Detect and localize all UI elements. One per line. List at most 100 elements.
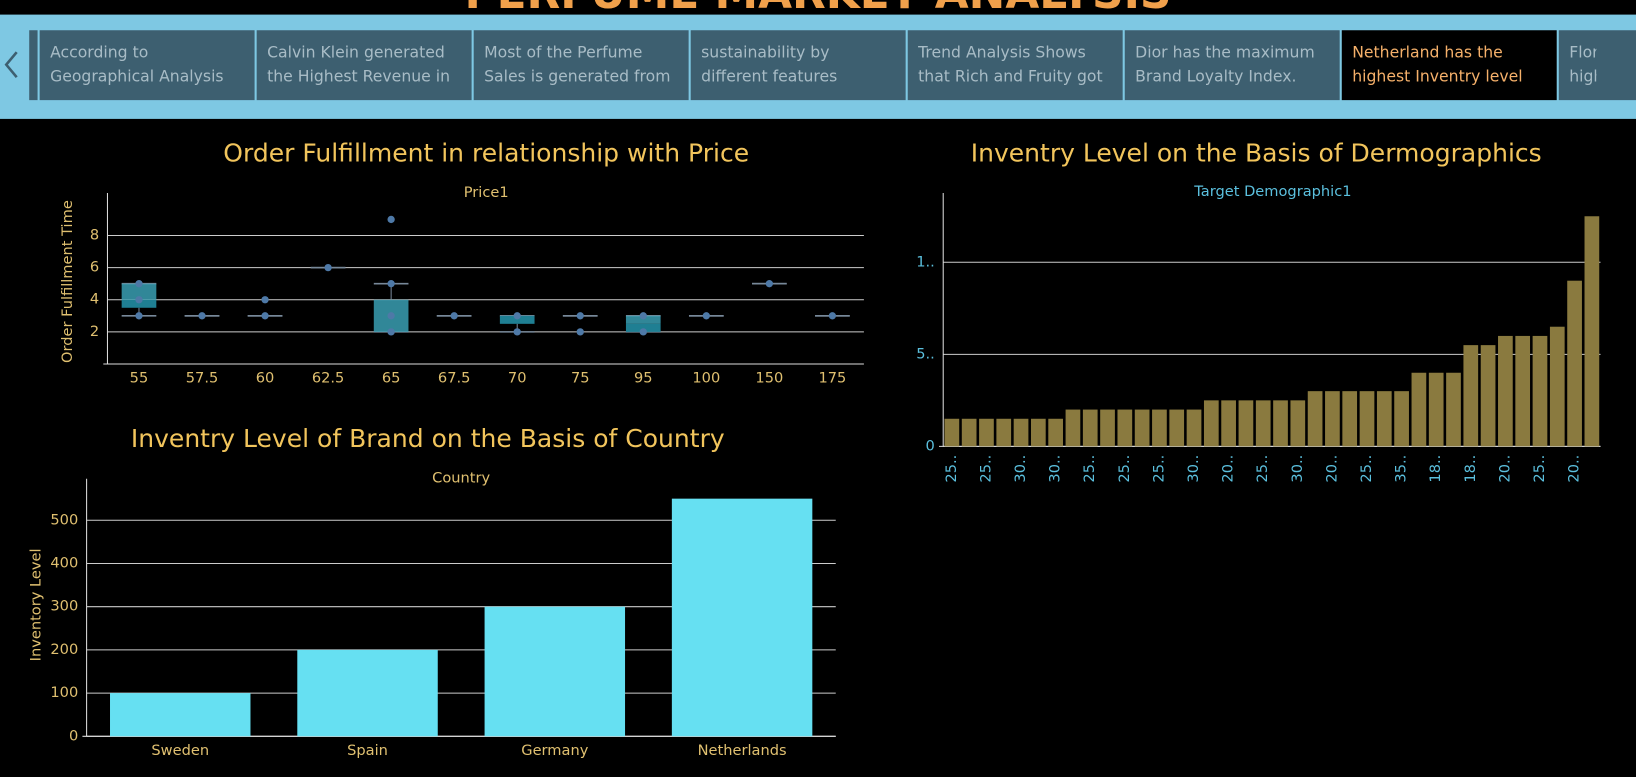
bar [1255,400,1271,447]
chart-title: Inventry Level on the Basis of Dermograp… [971,138,1542,167]
bar [1203,400,1219,447]
bar [961,418,977,447]
story-point[interactable] [473,30,689,101]
story-point-box: According to Geographical Analysis [50,42,224,86]
x-tick-label: Germany [521,742,588,759]
bar [1325,391,1340,447]
story-point-text[interactable]: Most of the Perfume Sales is generated f… [484,42,671,86]
box-upper [121,283,157,300]
bar [1082,409,1098,447]
point [576,328,584,336]
bar [996,418,1012,447]
story-point-text[interactable]: sustainability by different features [701,42,838,86]
point [387,280,395,288]
x-tick-label: 25.. [943,455,960,483]
y-tick-label: 200 [50,641,78,658]
bar [1290,400,1306,447]
bar [1134,409,1150,447]
x-tick-label: 75 [571,370,590,387]
y-tick-label: 8 [90,227,99,244]
x-tick-label: 35.. [1393,455,1410,483]
bar [671,498,813,737]
bar [1428,372,1444,447]
chart-title: Order Fulfillment in relationship with P… [223,138,749,167]
x-tick-label: 25.. [977,455,994,483]
bar [110,693,251,737]
box-lower [121,299,157,308]
y-tick-label: 0 [69,727,78,744]
story-point[interactable] [1558,30,1636,101]
story-point-text[interactable]: According to Geographical Analysis [50,42,224,86]
x-tick-label: 60 [256,370,275,387]
x-tick-label: Netherlands [698,742,787,759]
bar [1567,280,1582,447]
bar [1273,400,1288,447]
story-point-text[interactable]: Calvin Klein generated the Highest Reven… [267,42,451,86]
y-tick-label: 400 [50,554,78,571]
story-point[interactable] [907,30,1123,101]
point [513,328,521,336]
x-tick-label: 25.. [1254,455,1271,483]
x-tick-label: 95 [634,370,653,387]
bar [1342,391,1358,447]
x-tick-label: 30.. [1289,455,1306,483]
bar [1446,372,1461,447]
x-tick-label: 20.. [1496,455,1513,483]
bar [1186,409,1202,447]
bar [484,606,626,737]
story-point-box: Trend Analysis Shows that Rich and Fruit… [918,42,1103,86]
x-tick-label: 62.5 [312,370,345,387]
bar [1013,418,1029,447]
bar [944,418,960,447]
x-header: Country [432,470,490,487]
bar [297,649,438,737]
box-upper [625,315,661,324]
story-point-text[interactable]: Trend Analysis Shows that Rich and Fruit… [918,42,1103,86]
box-lower [625,323,661,332]
y-tick-label: 0 [926,437,935,454]
x-header: Price1 [464,184,509,201]
x-tick-label: 18.. [1462,455,1479,483]
x-tick-label: 175 [818,370,846,387]
story-point-text[interactable]: Dior has the maximum Brand Loyalty Index… [1135,42,1315,86]
story-point-text[interactable]: Netherland has the highest Inventry leve… [1352,42,1523,86]
bar [1498,335,1513,447]
point [450,312,458,320]
point [261,312,269,320]
x-tick-label: 100 [692,370,720,387]
bar [1549,326,1565,447]
point [135,280,143,288]
x-tick-label: Sweden [151,742,209,759]
story-point-box: Calvin Klein generated the Highest Reven… [267,42,451,86]
point [702,312,710,320]
x-tick-label: 30.. [1047,455,1064,483]
y-axis-label: Inventory Level [28,548,45,661]
box-lower [499,315,535,324]
story-point[interactable] [1124,30,1340,101]
bar [1117,409,1133,447]
story-point[interactable] [39,30,255,101]
story-edge [29,30,38,101]
point [387,328,395,336]
bar [1030,418,1046,447]
bar [1238,400,1254,447]
story-point-text[interactable]: Flora higher [1569,42,1596,86]
x-tick-label: 25.. [1081,455,1098,483]
story-point-box: Flora higher [1569,42,1596,86]
prev-arrow[interactable] [4,51,18,79]
point [387,312,395,320]
bar [1394,391,1409,447]
point [135,296,143,304]
y-tick-label: 500 [50,511,78,528]
bar [1376,391,1392,447]
y-tick-label: 2 [90,323,99,340]
x-tick-label: 150 [755,370,783,387]
story-point[interactable] [256,30,472,101]
x-tick-label: 70 [508,370,527,387]
bar [1515,335,1531,447]
bar [1532,335,1548,447]
point [828,312,837,320]
story-point[interactable] [690,30,906,101]
story-point[interactable] [1341,30,1557,101]
